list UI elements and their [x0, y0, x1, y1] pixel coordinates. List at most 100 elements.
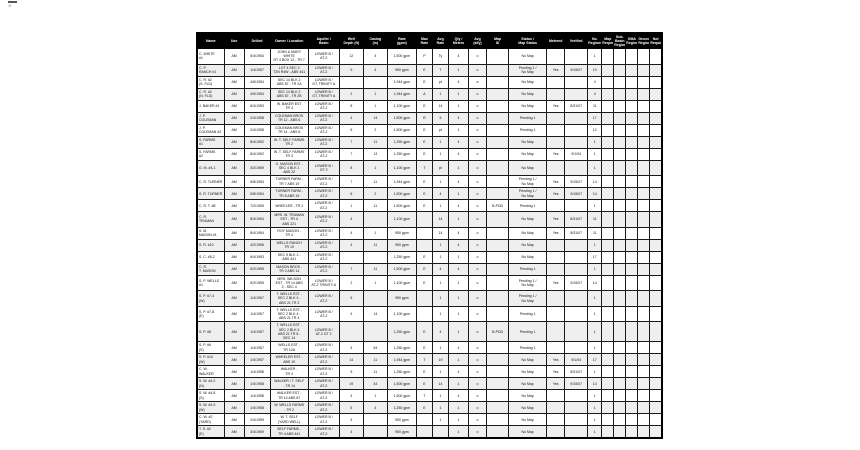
- table-row: S. W. #4-9 (W) AM 1/4/1958 W. WELLS FARMS -…: [196, 401, 663, 415]
- table-cell: AM: [223, 211, 245, 228]
- table-cell: 1: [447, 425, 470, 439]
- table-cell: LOWER B / AT-2: [307, 305, 340, 323]
- table-cell: 94: [362, 341, 388, 355]
- table-cell: 4: [447, 341, 470, 355]
- table-cell: [362, 250, 388, 264]
- table-cell: 1: [587, 238, 603, 252]
- table-cell: Yes: [546, 377, 566, 391]
- table-cell: [486, 413, 510, 427]
- table-cell: 1,944 gpm: [386, 75, 417, 89]
- table-cell: 14: [431, 99, 449, 113]
- table-cell: 14: [587, 175, 603, 189]
- table-row: G. M. #4-1 AM 3/2/1959 G. MASON EST - SEC 4…: [196, 159, 663, 177]
- table-cell: [649, 262, 663, 276]
- table-cell: 1: [587, 321, 603, 343]
- table-cell: 5/2/1955: [243, 262, 271, 276]
- table-cell: 1,944 gpm: [386, 175, 417, 189]
- table-cell: [625, 111, 639, 125]
- table-cell: 1: [587, 147, 603, 161]
- table-cell: AM: [223, 135, 245, 149]
- table-cell: [613, 274, 627, 292]
- table-cell: 4: [338, 226, 364, 240]
- table-cell: [625, 365, 639, 379]
- table-cell: o: [468, 135, 488, 149]
- table-cell: [564, 48, 589, 65]
- table-cell: [613, 321, 627, 343]
- table-cell: 5/4/1954: [243, 48, 271, 65]
- table-row: S. W. #4-8 (S) AM 1/4/1958 WALKER EST - TR …: [196, 389, 663, 403]
- table-cell: [486, 48, 510, 65]
- table-cell: 1,500 gpm: [386, 389, 417, 403]
- table-cell: 7: [338, 147, 364, 161]
- table-cell: 8/31/07: [564, 226, 589, 240]
- table-cell: 11: [362, 353, 388, 367]
- table-cell: 19: [431, 353, 449, 367]
- table-cell: 2/4/1958: [243, 111, 271, 125]
- table-cell: 1,100 gpm: [386, 274, 417, 292]
- table-cell: Pending 1 / No Map: [508, 274, 548, 292]
- table-cell: LOWER B / AT-2: [307, 199, 340, 213]
- table-cell: 1/4/1958: [243, 365, 271, 379]
- table-cell: [613, 63, 627, 77]
- table-cell: [613, 111, 627, 125]
- table-cell: o: [468, 111, 488, 125]
- column-header: Map ID: [486, 32, 510, 50]
- table-cell: 11: [587, 211, 603, 228]
- column-header: Qty / Meters: [447, 32, 470, 50]
- table-cell: R: [415, 111, 433, 125]
- table-cell: LOWER B / AT-2: [307, 99, 340, 113]
- table-cell: E: [415, 99, 433, 113]
- table-cell: [601, 290, 615, 307]
- table-cell: [649, 48, 663, 65]
- table-cell: [486, 365, 510, 379]
- table-cell: 1: [362, 159, 388, 177]
- column-header: Name: [196, 32, 225, 50]
- table-cell: [601, 175, 615, 189]
- table-cell: COLEMAN BROS TR 14 - ABS 6: [269, 123, 309, 137]
- table-cell: [625, 341, 639, 355]
- table-cell: 14: [587, 274, 603, 292]
- table-cell: Yes: [546, 226, 566, 240]
- table-cell: [613, 305, 627, 323]
- table-row: S. FARMS #2 AM 8/4/1952 W. T. SELF FARMS TR…: [196, 147, 663, 161]
- table-row: S. P. #10 (W) AM 1/4/1957 WHEELER EST - ABS…: [196, 353, 663, 367]
- table-cell: [362, 413, 388, 427]
- table-cell: 1: [447, 250, 470, 264]
- table-cell: [613, 353, 627, 367]
- table-cell: 1: [447, 159, 470, 177]
- table-cell: AM: [223, 48, 245, 65]
- table-cell: [546, 75, 566, 89]
- well-name-cell: C. R. #2 (S. FLD): [196, 75, 225, 89]
- table-cell: 4: [447, 199, 470, 213]
- table-cell: 1: [431, 389, 449, 403]
- table-cell: o: [468, 147, 488, 161]
- table-cell: 1: [431, 305, 449, 323]
- column-header: Aquifer / Basin: [307, 32, 340, 50]
- table-cell: No Map: [508, 75, 548, 89]
- table-cell: 11: [362, 199, 388, 213]
- table-cell: [613, 377, 627, 391]
- table-cell: T. WELLS EST - SEC 2 BLK 4 - ABS 21 TR 2: [269, 290, 309, 307]
- table-cell: LOWER B / AT-2: [307, 353, 340, 367]
- table-row: S. W. #4-2 (N) AM 1/4/1958 WALKER / T. SELF…: [196, 377, 663, 391]
- table-row: C. W. WALKER AM 1/4/1958 WALKER - TR 4 LOWER…: [196, 365, 663, 379]
- table-cell: T: [431, 63, 449, 77]
- table-cell: [637, 147, 651, 161]
- table-cell: 8/31/07: [564, 365, 589, 379]
- table-cell: [649, 238, 663, 252]
- table-cell: [649, 211, 663, 228]
- table-cell: 9/15/07: [564, 377, 589, 391]
- table-cell: [564, 321, 589, 343]
- table-cell: LOWER B / AT-2: [307, 250, 340, 264]
- table-cell: [649, 135, 663, 149]
- table-cell: B-PDD: [486, 321, 510, 343]
- artifact-x-mark: ×: [8, 4, 12, 10]
- table-cell: 1/4/1958: [243, 389, 271, 403]
- table-cell: W. T. SELF FARMS TR 2: [269, 135, 309, 149]
- table-row: J. P. COLEMAN #2 AM 2/4/1958 COLEMAN BROS T…: [196, 123, 663, 137]
- table-cell: o: [468, 262, 488, 276]
- table-cell: [564, 199, 589, 213]
- table-cell: 1/4/1957: [243, 321, 271, 343]
- table-cell: 3/4/1959: [243, 425, 271, 439]
